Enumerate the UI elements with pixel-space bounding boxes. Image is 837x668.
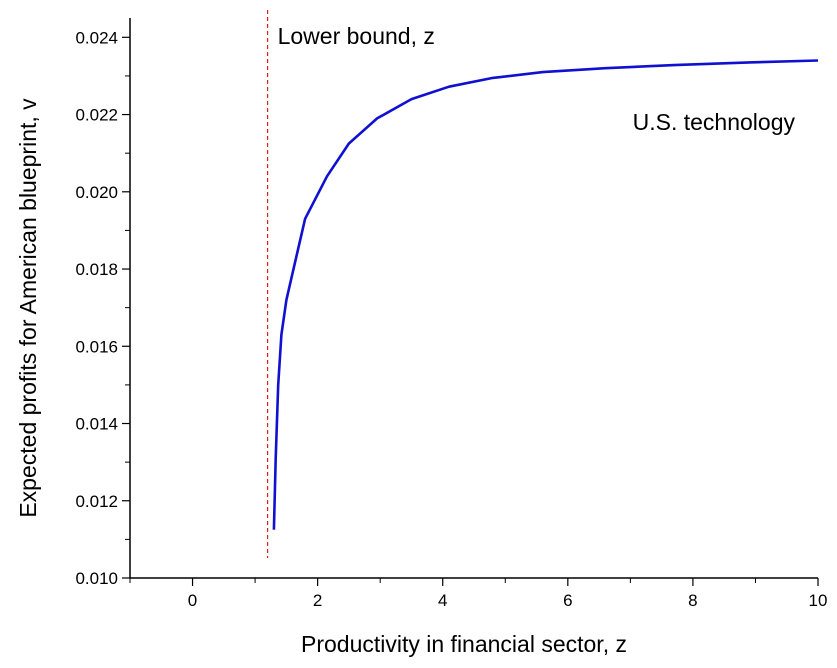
x-tick-label: 2 (313, 591, 322, 610)
y-axis-title: Expected profits for American blueprint,… (15, 98, 41, 518)
y-tick-label: 0.012 (75, 492, 118, 511)
series-line-us-technology (272, 59, 819, 530)
y-tick-label: 0.010 (75, 569, 118, 588)
series-group (272, 59, 819, 530)
x-tick-label: 6 (563, 591, 572, 610)
reference-line-label: Lower bound, z (278, 23, 435, 49)
y-tick-label: 0.024 (75, 28, 118, 47)
ticks: 0 2 4 6 8 10 0.010 0.012 0.014 0.016 0.018 0.020 0.0… (75, 28, 827, 610)
series-annotation: U.S. technology (633, 109, 796, 135)
y-tick-label: 0.022 (75, 106, 118, 125)
y-tick-label: 0.018 (75, 260, 118, 279)
y-tick-label: 0.020 (75, 183, 118, 202)
axes (129, 18, 818, 579)
x-tick-label: 8 (688, 591, 697, 610)
y-tick-label: 0.016 (75, 337, 118, 356)
y-tick-label: 0.014 (75, 415, 118, 434)
x-tick-label: 10 (809, 591, 828, 610)
x-tick-label: 4 (438, 591, 447, 610)
x-tick-label: 0 (188, 591, 197, 610)
x-axis-title: Productivity in financial sector, z (301, 631, 627, 657)
